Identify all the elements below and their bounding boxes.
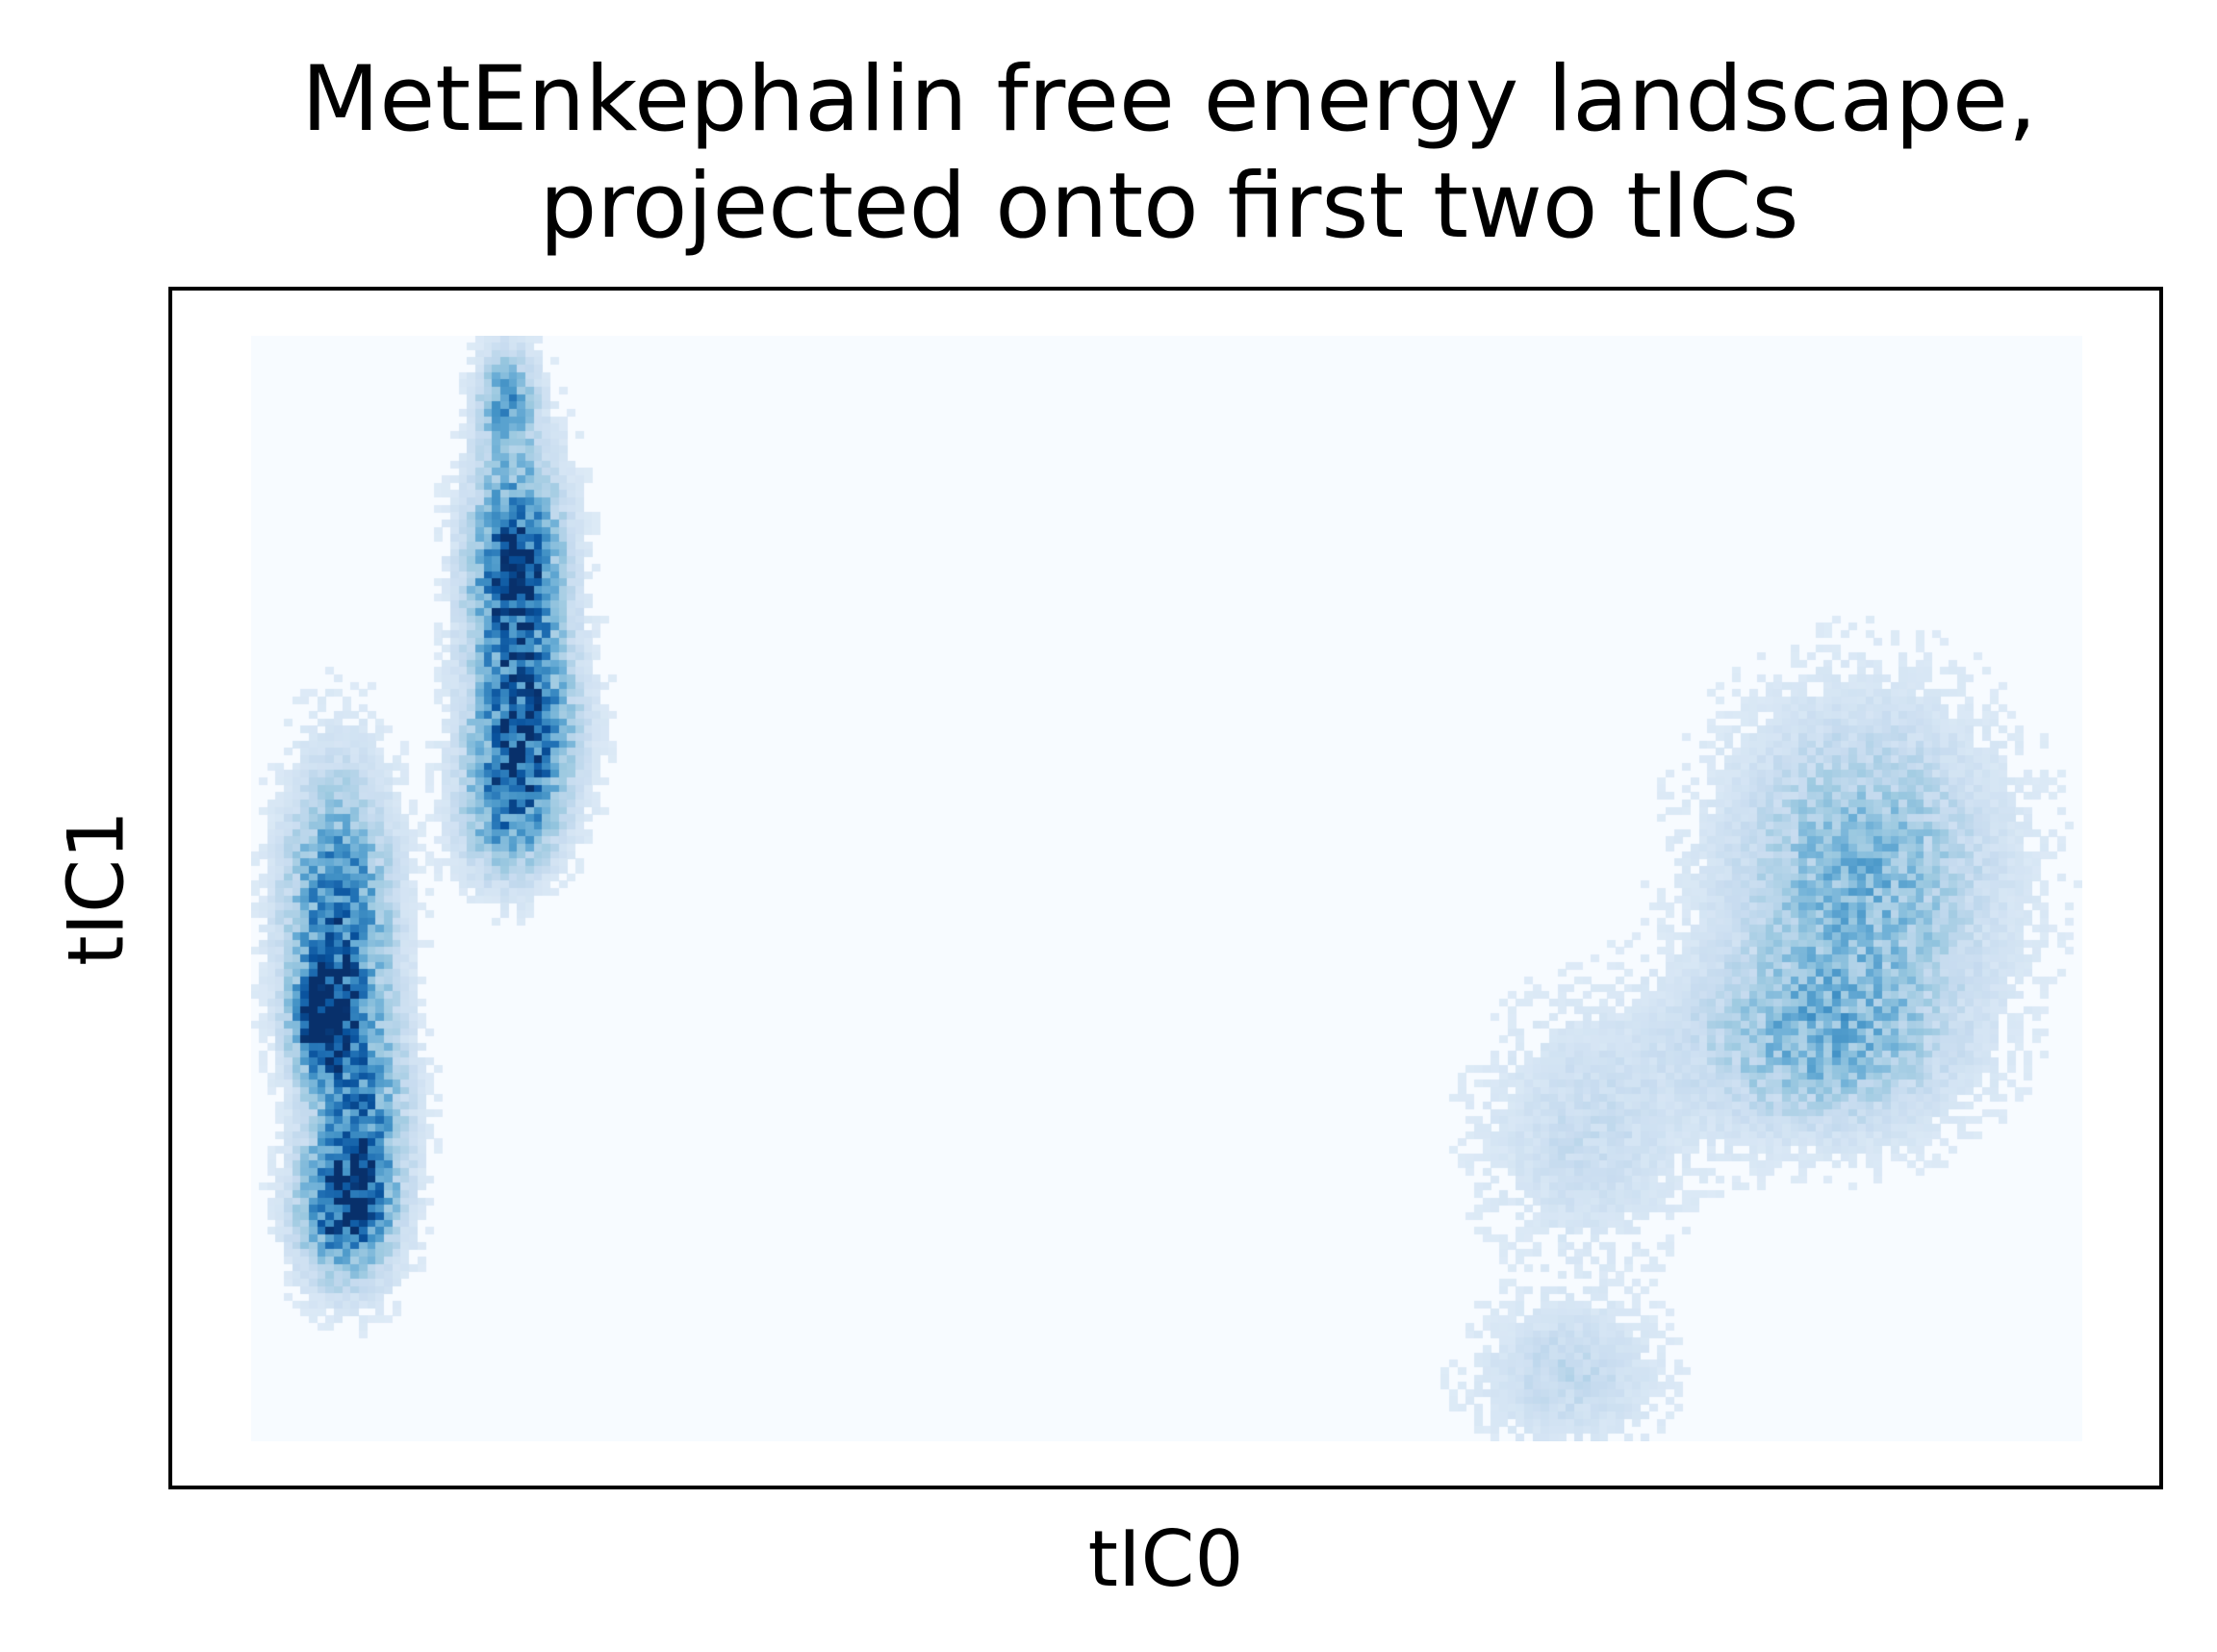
chart-title: MetEnkephalin free energy landscape, pro… <box>168 46 2170 260</box>
x-axis-label: tIC0 <box>1087 1514 1244 1604</box>
chart-title-line-1: MetEnkephalin free energy landscape, <box>301 47 2037 152</box>
chart-title-line-2: projected onto first two tICs <box>539 154 1799 259</box>
y-axis-label: tIC1 <box>51 810 141 966</box>
free-energy-heatmap <box>251 336 2082 1441</box>
